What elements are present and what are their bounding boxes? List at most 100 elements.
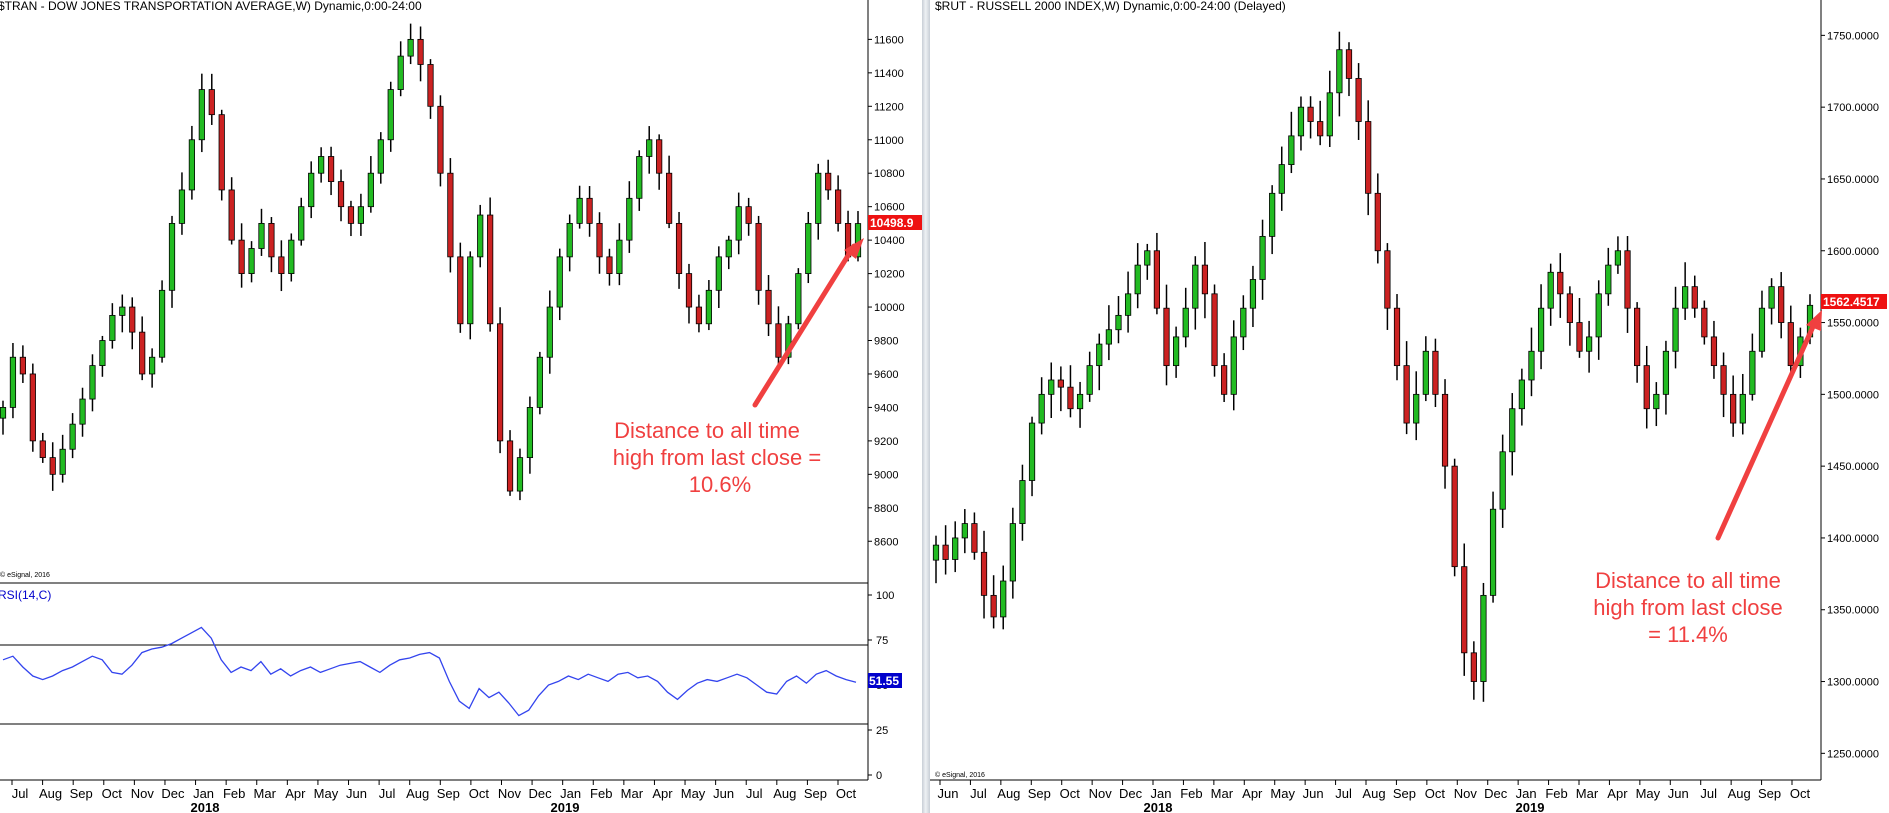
annotation-line-1: Distance to all time [614,418,800,443]
candle [1403,341,1410,435]
month-tick-label: Oct [1425,786,1446,801]
price-tick-label: 1550.0000 [1827,318,1879,330]
year-tick-label: 2019 [1516,800,1545,813]
candle [596,212,603,274]
candle [467,251,474,340]
annotation-line-2: high from last close = [613,445,821,470]
candle [1691,275,1698,318]
candle [1345,42,1353,97]
candle [1336,31,1343,117]
month-tick-label: Jul [746,786,763,801]
candle [765,275,772,337]
candle [980,530,988,619]
candle [1105,305,1112,361]
price-tick-label: 8600 [874,536,898,548]
candle [1422,336,1429,402]
candle [576,185,583,229]
price-tick-label: 10200 [874,269,905,281]
candle [9,343,17,419]
candle [526,396,534,474]
candle [1240,295,1247,351]
candle [1192,256,1199,330]
month-tick-label: Sep [437,786,460,801]
candle [39,432,46,463]
candle [89,354,96,412]
candle [1355,63,1362,140]
candle [506,430,514,496]
candle [685,263,693,324]
candle [1134,243,1141,309]
candle [1028,416,1036,497]
russell-2000-chart-pane[interactable]: $RUT - RUSSELL 2000 INDEX,W) Dynamic,0:0… [930,0,1889,813]
candle [109,303,116,349]
month-tick-label: May [1270,786,1295,801]
candle [198,73,205,153]
price-tick-label: 1500.0000 [1827,389,1879,401]
price-tick-label: 10000 [874,302,905,314]
candle [29,363,36,452]
month-tick-label: Jun [1303,786,1324,801]
pane-splitter[interactable] [922,0,930,813]
month-tick-label: Apr [1242,786,1263,801]
candle [626,181,633,253]
dow-transport-chart-pane[interactable]: $TRAN - DOW JONES TRANSPORTATION AVERAGE… [0,0,922,813]
annotation-line-2: high from last close [1593,595,1783,620]
candle [178,172,186,235]
candle [675,211,683,289]
month-tick-label: Dec [1119,786,1143,801]
candle [1480,582,1487,702]
candle [1749,333,1756,401]
candle [417,26,424,82]
price-tick-label: 1250.0000 [1827,748,1879,760]
month-tick-label: Apr [285,786,306,801]
month-tick-label: Dec [161,786,185,801]
month-tick-label: Jun [713,786,734,801]
candle [1365,100,1372,216]
time-axis: Jun Jul Aug Sep Oct Nov Dec Jan Feb Mar Apr May Jun J… [938,780,1811,813]
candle [238,223,245,288]
candle [1048,362,1055,419]
month-tick-label: Aug [1728,786,1751,801]
candle [1547,263,1554,326]
candle [1739,373,1746,435]
candle [357,193,365,236]
candle [228,177,235,245]
month-tick-label: Oct [1060,786,1081,801]
price-tick-label: 1700.0000 [1827,102,1879,114]
candle [1605,247,1612,306]
month-tick-label: Jul [970,786,987,801]
candle [942,525,949,575]
price-tick-label: 1750.0000 [1827,30,1879,42]
candle [1595,280,1602,360]
month-tick-label: Oct [1790,786,1811,801]
month-tick-label: Jul [1335,786,1352,801]
candle [990,575,997,629]
candle [695,294,703,333]
candle [1768,278,1775,325]
price-tick-label: 10400 [874,235,905,247]
candle [616,223,623,286]
candle [1057,366,1064,412]
candle [487,197,494,332]
dow-transport-chart: $TRAN - DOW JONES TRANSPORTATION AVERAGE… [0,0,922,813]
candle [952,521,959,573]
month-tick-label: Nov [1089,786,1113,801]
candle [1461,543,1468,676]
price-tick-label: 11600 [874,34,904,46]
candle [1662,340,1670,415]
month-tick-label: Feb [1180,786,1202,801]
candle [805,211,812,284]
candle [1096,333,1103,391]
month-tick-label: Apr [652,786,673,801]
candle [646,126,653,174]
candle [1778,272,1785,339]
candle [566,214,573,272]
candle [1076,381,1084,428]
candle [536,351,543,415]
time-axis: Jul Aug Sep Oct Nov Dec Jan Feb Mar Apr May Jun Jul A… [11,780,856,813]
month-tick-label: Aug [997,786,1020,801]
price-tick-label: 1600.0000 [1827,246,1879,258]
rsi-value-label: 51.55 [869,674,899,688]
candle [188,125,195,200]
candle [1720,352,1727,418]
